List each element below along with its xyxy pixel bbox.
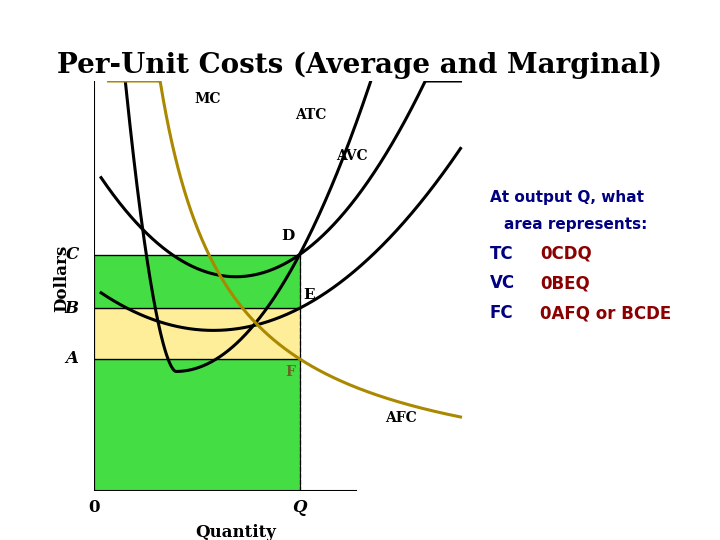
Text: B: B (65, 300, 78, 317)
Text: 35: 35 (672, 12, 691, 27)
Text: ATC: ATC (295, 108, 326, 122)
Text: 0AFQ or BCDE: 0AFQ or BCDE (540, 304, 671, 322)
Text: E: E (303, 288, 315, 302)
Text: Quantity: Quantity (195, 524, 276, 540)
Text: AFC: AFC (384, 411, 416, 425)
Text: Per-Unit Costs (Average and Marginal): Per-Unit Costs (Average and Marginal) (58, 51, 662, 79)
Text: MC: MC (194, 92, 221, 106)
Text: A: A (66, 350, 78, 367)
Text: 0: 0 (88, 499, 99, 516)
Text: FC: FC (490, 304, 513, 322)
Text: TC: TC (490, 245, 513, 263)
Text: F: F (285, 365, 295, 379)
Text: area represents:: area represents: (504, 217, 647, 232)
Text: 0BEQ: 0BEQ (540, 274, 590, 293)
Text: AVC: AVC (336, 149, 368, 163)
Text: Q: Q (292, 499, 307, 516)
Text: VC: VC (490, 274, 515, 293)
Text: At output Q, what: At output Q, what (490, 190, 644, 205)
Bar (94, 308, 300, 359)
Text: C: C (66, 246, 78, 263)
Text: Dollars: Dollars (53, 245, 71, 312)
Bar (94, 255, 300, 308)
Bar (94, 359, 300, 491)
Text: 0CDQ: 0CDQ (540, 245, 592, 263)
Text: D: D (282, 230, 295, 244)
